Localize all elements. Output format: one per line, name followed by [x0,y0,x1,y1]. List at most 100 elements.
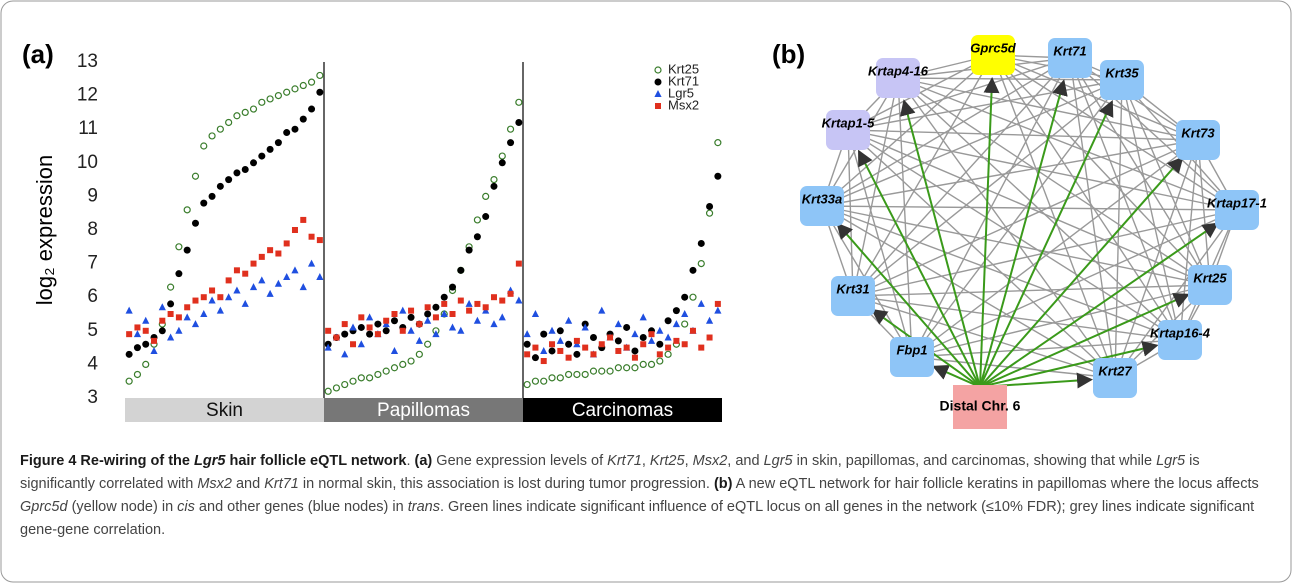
point [665,344,672,351]
legend-label: Krt71 [668,73,699,88]
legend-label: Lgr5 [668,85,694,100]
point [151,337,158,344]
point [216,125,224,133]
point [150,346,158,354]
point [440,310,448,317]
correlation-edge [1069,57,1238,211]
point [681,293,689,301]
point [531,354,539,362]
point [515,260,522,267]
point [506,125,515,133]
point [274,91,282,100]
point [631,364,639,372]
point [200,199,208,207]
point [291,85,299,93]
caption-text: is significantly correlated with [20,453,1200,492]
point [515,296,523,304]
caption-text: , [684,453,693,469]
correlation-edge [821,139,1199,207]
point [581,323,589,331]
point [490,320,498,328]
y-tick-label: 6 [87,286,98,307]
point [474,300,481,307]
point [424,316,432,324]
point [192,297,199,304]
correlation-edge [847,129,913,358]
point [639,313,647,321]
group-band [324,398,523,422]
point [672,320,680,328]
point [714,300,721,307]
point [623,323,631,331]
gene-node [1176,120,1220,160]
group-band [523,398,722,422]
group-band [125,398,324,422]
point [349,377,357,385]
point [482,304,489,311]
point [159,317,166,324]
point [698,344,705,351]
point [705,209,714,217]
point [167,333,175,341]
point [266,145,274,153]
caption-text: and other genes (blue nodes) in [194,499,408,515]
point [200,310,208,317]
y-tick-label: 5 [87,320,98,341]
point [648,331,655,338]
point [656,357,664,365]
point [242,270,249,277]
point [133,344,141,352]
source-label: Distal Chr. 6 [940,398,1021,414]
point [216,182,224,190]
group-label: Carcinomas [572,400,673,421]
point [416,321,423,328]
point [598,306,606,314]
point [515,98,523,106]
correlation-edge [847,129,1199,141]
gene-label: Krt71 [1053,43,1086,58]
point [407,357,415,365]
point [374,331,381,338]
point [490,176,498,184]
point [549,341,556,348]
point [573,350,581,358]
point [209,287,216,294]
eqtl-edge [979,222,1219,388]
correlation-edge [852,77,899,297]
caption-text: Msx2 [692,453,728,469]
point [225,293,233,301]
gene-label: Krt35 [1105,65,1139,80]
point [697,260,705,268]
point [664,350,672,358]
point [714,172,722,180]
point [640,341,647,348]
point [167,311,174,317]
point [614,364,622,372]
point [499,297,506,304]
point [399,360,407,368]
point [183,246,191,254]
point [689,266,697,274]
gene-node [1215,190,1259,230]
point [432,330,440,338]
caption-text: trans [407,499,440,515]
point [341,330,349,338]
caption-text: , [641,453,650,469]
point [258,276,266,284]
caption-text: and [231,476,265,492]
point [225,176,233,184]
point [274,279,282,287]
gene-label: Krt27 [1098,363,1132,378]
caption-text: Krt25 [649,453,685,469]
gene-node [876,58,920,98]
point [432,314,439,321]
correlation-edge [1069,57,1116,379]
gene-label: Krt73 [1181,125,1215,140]
gene-node [1093,358,1137,398]
point [631,330,639,338]
point [449,311,456,317]
point [283,273,291,281]
